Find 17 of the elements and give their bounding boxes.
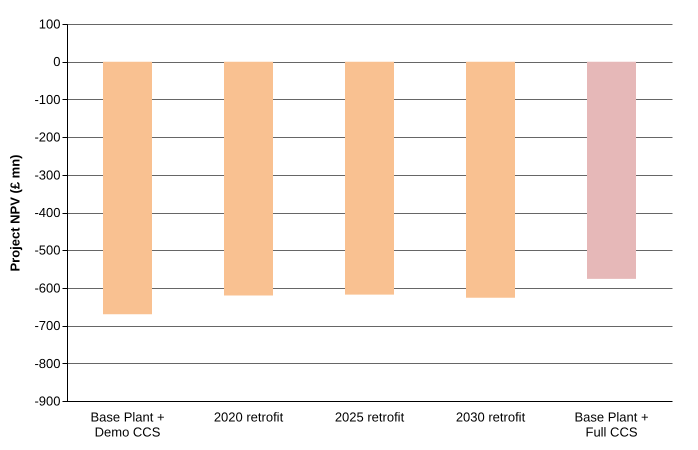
y-tick-label: -400 bbox=[34, 205, 60, 220]
y-tick-label: 100 bbox=[38, 16, 60, 32]
x-tick-label: Base Plant + Demo CCS bbox=[90, 410, 165, 440]
y-tick-label: -500 bbox=[34, 242, 60, 258]
x-tick-label: 2025 retrofit bbox=[334, 410, 405, 424]
y-tick-label: 0 bbox=[53, 54, 60, 70]
y-axis-title: Project NPV (£ mn) bbox=[7, 154, 22, 272]
y-tick-label: -700 bbox=[34, 318, 60, 334]
y-tick-label: -800 bbox=[34, 356, 60, 371]
x-tick-label: 2020 retrofit bbox=[214, 410, 284, 424]
y-tick-label: -900 bbox=[34, 394, 60, 408]
x-tick-label: Base Plant + Full CCS bbox=[574, 410, 649, 440]
y-tick-label: -300 bbox=[34, 167, 60, 182]
y-tick-label: -200 bbox=[34, 130, 60, 145]
y-tick-label: -600 bbox=[34, 280, 60, 296]
x-tick-label: 2030 retrofit bbox=[456, 410, 526, 424]
y-tick-label: -100 bbox=[34, 92, 60, 107]
